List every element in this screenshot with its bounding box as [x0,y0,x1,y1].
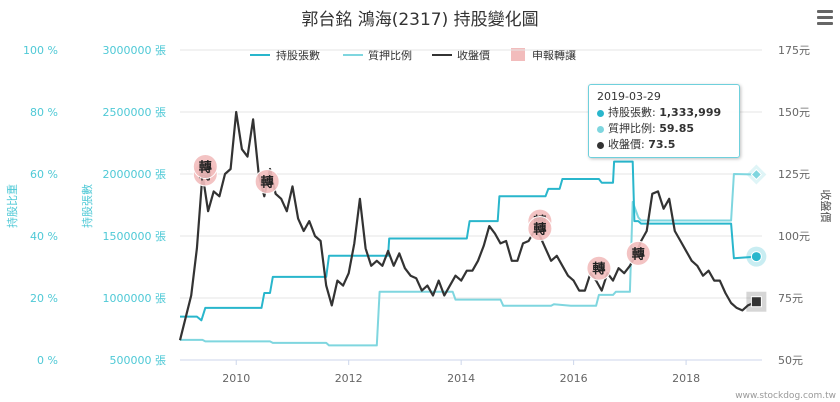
y-tick-label-ratio: 20 % [30,292,58,305]
legend: 持股張數 質押比例 收盤價 申報轉讓 [250,48,576,62]
tooltip-label-price: 收盤價: [608,138,649,151]
x-tick-label: 2010 [222,372,250,385]
y-tick-label-price: 75元 [778,292,803,305]
tooltip-value-pledge: 59.85 [659,122,694,135]
series-line-price [178,110,757,341]
y-tick-label-price: 125元 [778,168,810,181]
y-axis-title-shares: 持股張數 [80,184,94,228]
y-tick-label-ratio: 100 % [23,44,58,57]
legend-item-price[interactable]: 收盤價 [432,48,490,62]
tooltip-dot-price [597,141,604,149]
transfer-marker-bubble [625,240,651,266]
series-line-pledge [180,173,757,347]
hamburger-menu-icon[interactable] [817,10,833,26]
transfer-marker: 轉 [527,216,553,242]
tooltip-row-pledge: 質押比例: 59.85 [597,121,731,137]
legend-label-pledge: 質押比例 [368,48,412,62]
highlight-point-pledge [750,168,763,181]
y-tick-label-shares: 1000000 張 [103,292,167,305]
x-axis-ticks: 2010 2012 2014 2016 2018 [222,360,700,385]
highlight-point-shares [750,251,762,263]
legend-label-transfer: 申報轉讓 [532,48,576,62]
y-tick-label-shares: 1500000 張 [103,230,167,243]
grid [180,49,762,361]
legend-item-pledge[interactable]: 質押比例 [343,48,412,62]
transfer-markers: 轉轉轉轉轉轉轉 [192,154,651,281]
transfer-marker-bubble [527,216,553,242]
transfer-marker-bubble [192,154,218,180]
y-tick-label-price: 150元 [778,106,810,119]
credit-text: www.stockdog.com.tw [735,391,836,401]
transfer-marker: 轉 [254,168,280,194]
y-tick-label-ratio: 80 % [30,106,58,119]
y-tick-label-shares: 500000 張 [110,354,167,367]
y-axis-title-price: 收盤價 [819,190,833,223]
tooltip-value-price: 73.5 [648,138,676,151]
legend-label-price: 收盤價 [457,48,490,62]
transfer-marker: 轉 [586,255,612,281]
x-tick-label: 2014 [447,372,475,385]
y-axis-ticks: 0 % 20 % 40 % 60 % 80 % 100 % 500000 張 1000000 … [23,44,810,367]
legend-item-transfer[interactable]: 申報轉讓 [511,48,576,62]
transfer-marker: 轉 [625,240,651,266]
legend-label-shares: 持股張數 [276,48,320,62]
highlight-point-price [750,296,762,308]
chart-title: 郭台銘 鴻海(2317) 持股變化圖 [301,10,538,30]
y-tick-label-price: 175元 [778,44,810,57]
tooltip-row-shares: 持股張數: 1,333,999 [597,105,731,121]
tooltip-value-shares: 1,333,999 [659,106,722,119]
highlight-points [746,164,767,312]
x-tick-label: 2016 [560,372,588,385]
transfer-marker-label: 轉 [592,261,605,277]
y-axis-title-ratio: 持股比重 [5,184,19,228]
y-tick-label-price: 100元 [778,230,810,243]
y-tick-label-price: 50元 [778,354,803,367]
y-tick-label-ratio: 60 % [30,168,58,181]
tooltip-label-pledge: 質押比例: [608,122,660,135]
transfer-marker-label: 轉 [261,174,274,190]
series-line-shares [180,160,757,322]
transfer-marker-label: 轉 [199,160,212,176]
y-tick-label-ratio: 40 % [30,230,58,243]
y-tick-label-shares: 2500000 張 [103,106,167,119]
y-tick-label-shares: 2000000 張 [103,168,167,181]
tooltip: 2019-03-29 持股張數: 1,333,999 質押比例: 59.85 收… [588,84,740,158]
tooltip-dot-shares [597,109,604,117]
series-lines [178,110,757,347]
tooltip-dot-pledge [597,125,604,133]
transfer-marker: 轉 [192,154,218,180]
transfer-marker-label: 轉 [632,246,645,262]
transfer-marker-bubble [254,168,280,194]
tooltip-row-price: 收盤價: 73.5 [597,137,731,153]
legend-item-shares[interactable]: 持股張數 [250,48,320,62]
tooltip-label-shares: 持股張數: [608,106,660,119]
transfer-marker-bubble [586,255,612,281]
y-tick-label-shares: 3000000 張 [103,44,167,57]
x-tick-label: 2012 [335,372,363,385]
y-tick-label-ratio: 0 % [37,354,58,367]
transfer-marker-label: 轉 [533,222,546,238]
x-tick-label: 2018 [672,372,700,385]
tooltip-date: 2019-03-29 [597,90,661,103]
